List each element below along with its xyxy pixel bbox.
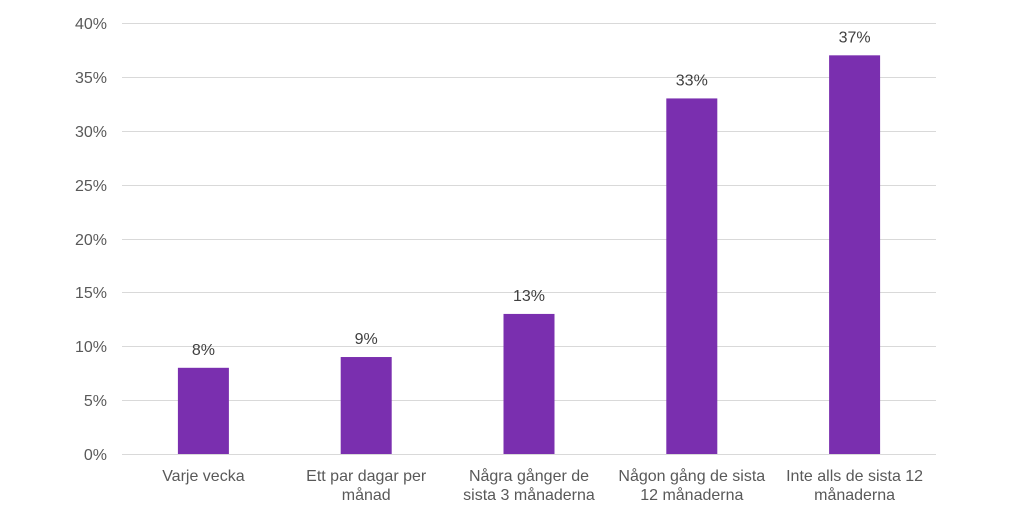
data-label: 33%	[676, 72, 708, 89]
y-tick-label: 5%	[84, 393, 107, 410]
grid-lines	[122, 23, 936, 455]
data-labels: 8% 9% 13% 33% 37%	[192, 29, 871, 358]
bar	[177, 367, 229, 454]
bar	[503, 313, 555, 454]
bar	[829, 55, 881, 454]
x-tick-label: Varje vecka	[162, 468, 245, 485]
x-axis-category-labels: Varje vecka Ett par dagar per månad Några g…	[162, 467, 923, 504]
y-axis-tick-labels: 0% 5% 10% 15% 20% 25% 30% 35% 40%	[75, 16, 107, 464]
y-tick-label: 0%	[84, 447, 107, 464]
y-tick-label: 40%	[75, 16, 107, 33]
x-tick-label: Några gånger de sista 3 månaderna	[463, 467, 595, 504]
x-tick-label: Någon gång de sista 12 månaderna	[618, 467, 765, 504]
bar	[340, 357, 392, 454]
y-tick-label: 30%	[75, 124, 107, 141]
y-tick-label: 20%	[75, 232, 107, 249]
bar	[666, 98, 718, 455]
y-tick-label: 15%	[75, 285, 107, 302]
x-tick-label: Ett par dagar per månad	[306, 468, 427, 504]
y-tick-label: 35%	[75, 70, 107, 87]
y-tick-label: 25%	[75, 178, 107, 195]
x-tick-label: Inte alls de sista 12 månaderna	[786, 468, 923, 504]
data-label: 37%	[839, 29, 871, 46]
y-tick-label: 10%	[75, 339, 107, 356]
data-label: 9%	[355, 331, 378, 348]
data-label: 8%	[192, 342, 215, 359]
bars	[177, 55, 881, 455]
data-label: 13%	[513, 288, 545, 305]
